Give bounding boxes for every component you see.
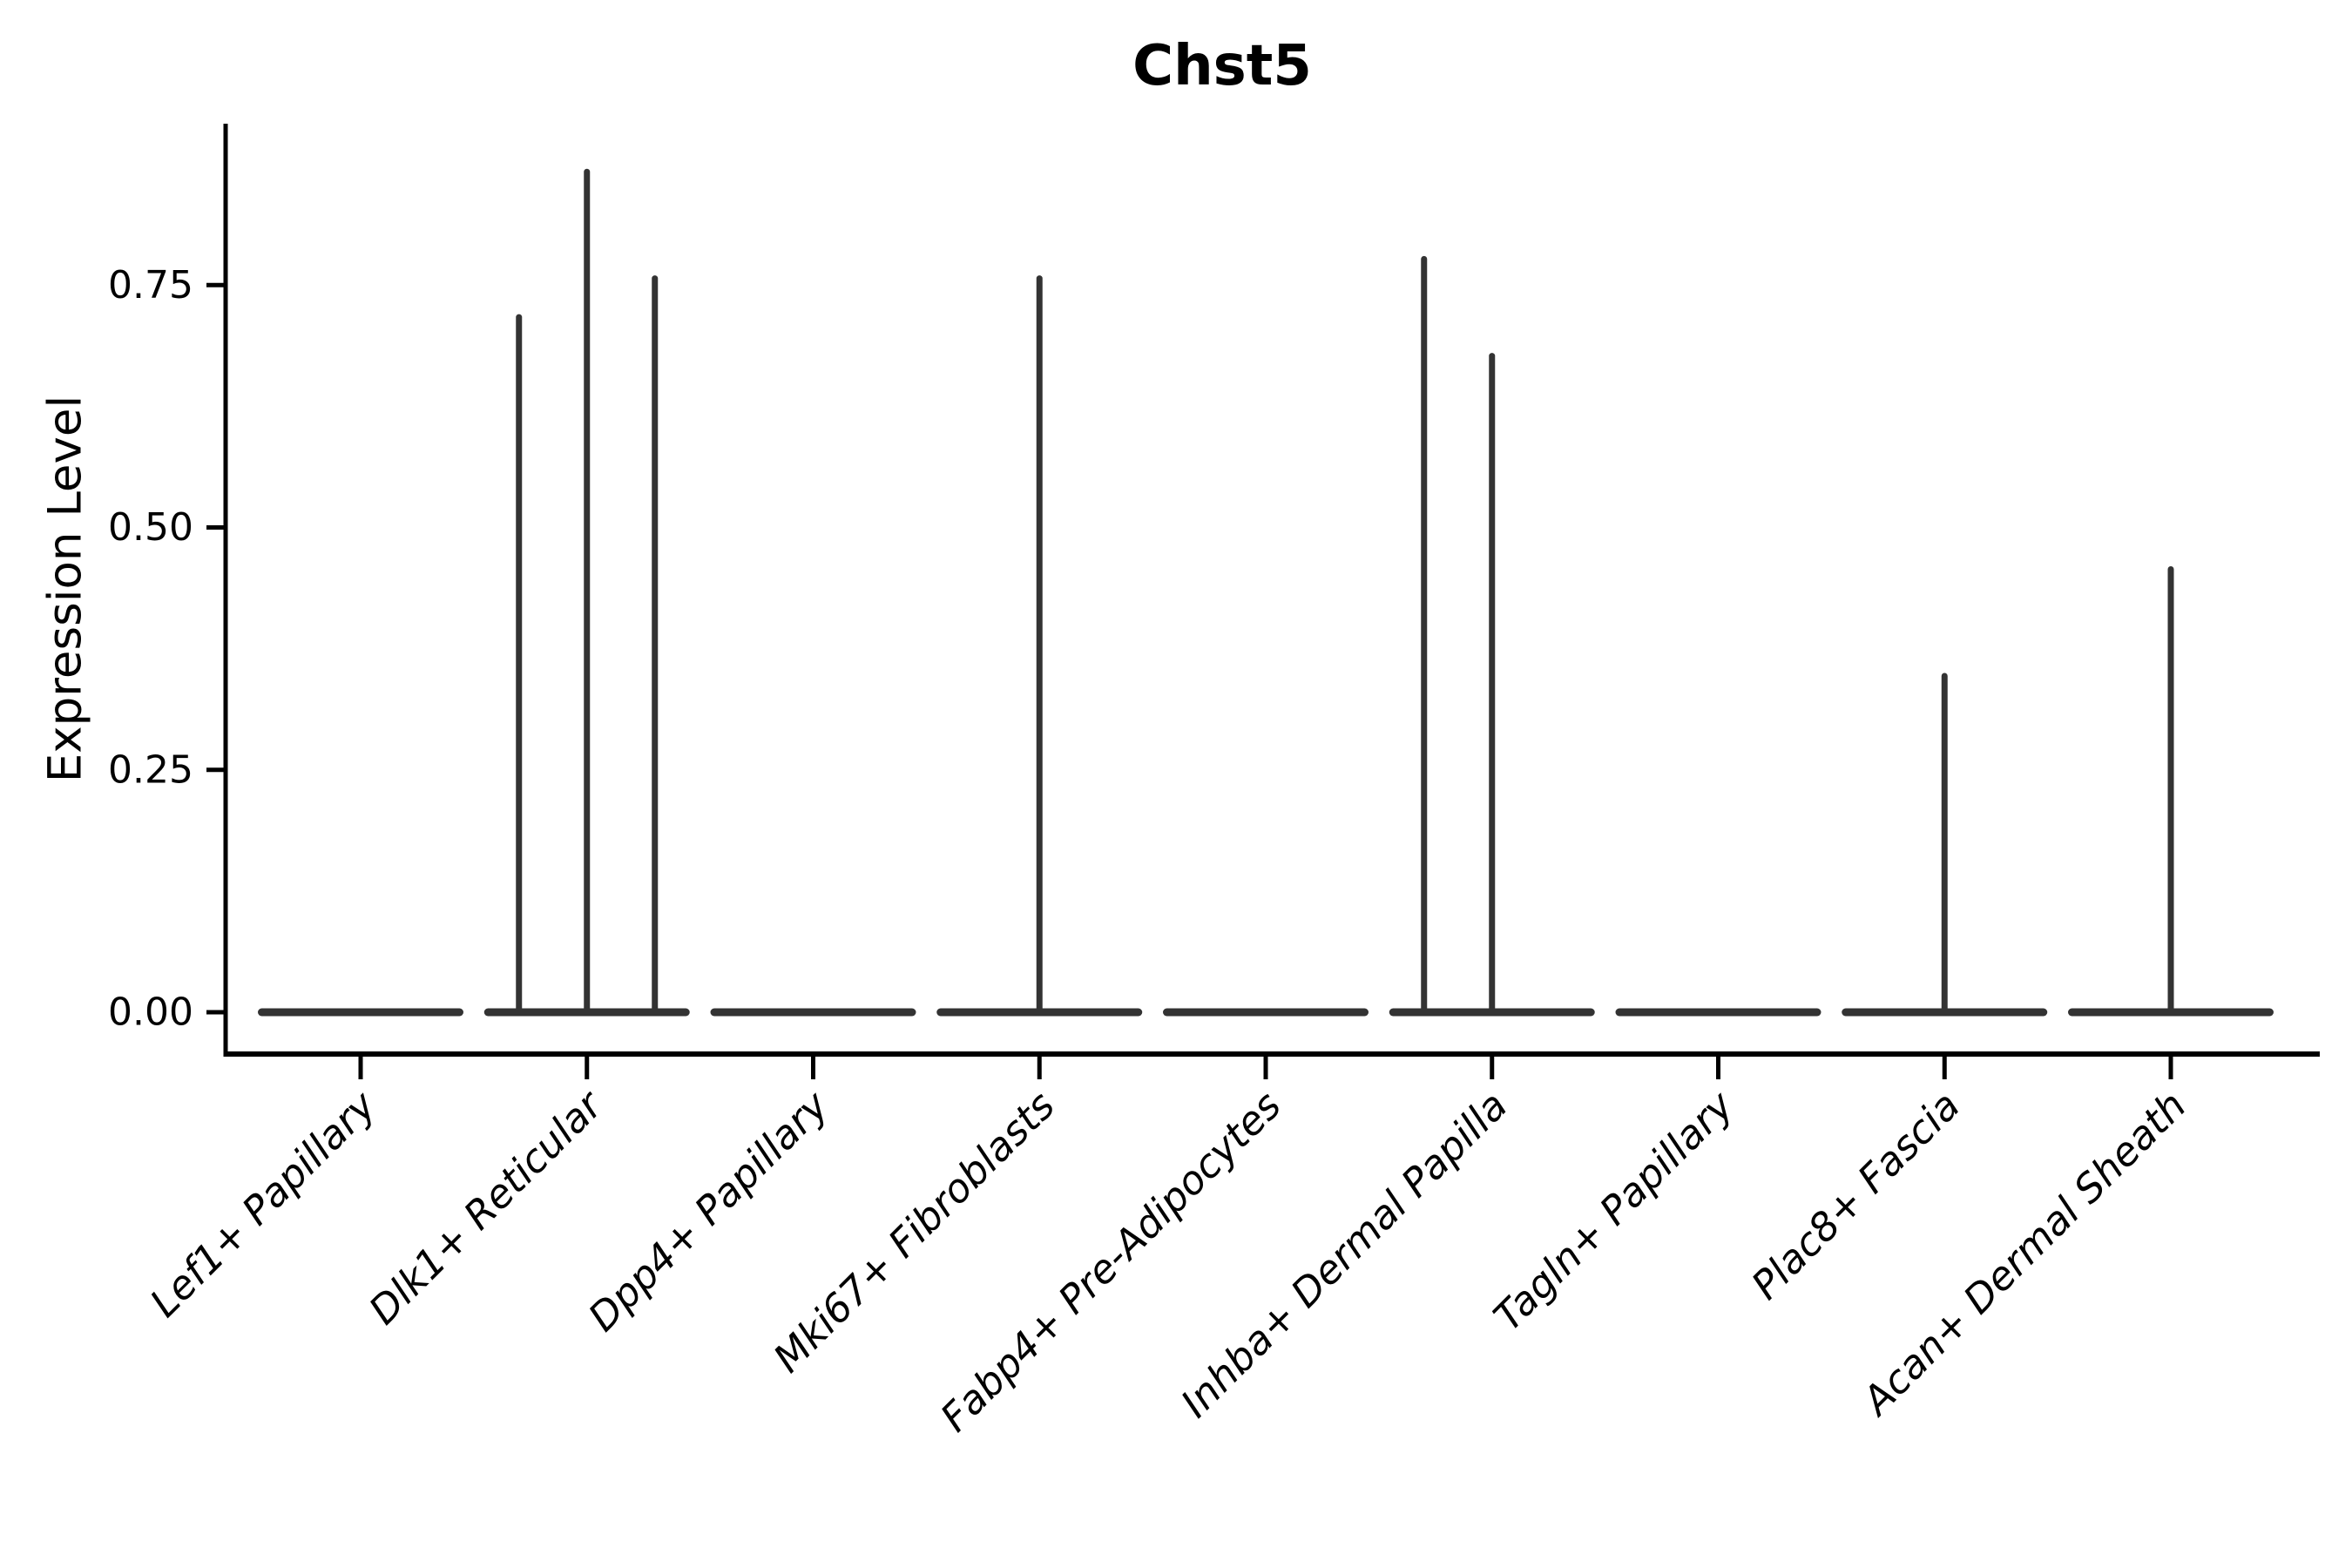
chart-title: Chst5 (1132, 34, 1312, 98)
violin-base (1389, 1008, 1595, 1017)
x-tick-label: Dlk1+ Reticular (360, 1081, 612, 1334)
violin-base (1842, 1008, 2048, 1017)
violin-spike (584, 168, 591, 1014)
x-tick-label: Dpp4+ Papillary (579, 1081, 838, 1340)
x-tick-label: Tagln+ Papillary (1484, 1081, 1743, 1340)
y-tick-label: 0.75 (108, 263, 193, 308)
violin-base (2068, 1008, 2274, 1017)
y-tick-label: 0.25 (108, 747, 193, 792)
violin-base (936, 1008, 1143, 1017)
violin-spike (1036, 275, 1043, 1014)
violin-base (710, 1008, 916, 1017)
violin-spike (652, 275, 659, 1014)
violin-base (483, 1008, 690, 1017)
violin-spike (1941, 672, 1948, 1014)
violin-spike (1421, 255, 1428, 1014)
violin-base (1163, 1008, 1369, 1017)
violin-spike (2167, 566, 2174, 1014)
y-tick-label: 0.00 (108, 990, 193, 1035)
y-axis-label: Expression Level (39, 395, 92, 782)
violin-base (258, 1008, 463, 1017)
violin-base (1615, 1008, 1821, 1017)
x-tick-label: Lef1+ Papillary (141, 1081, 386, 1326)
x-tick-label: Plac8+ Fascia (1742, 1082, 1969, 1308)
violin-spike (516, 314, 523, 1014)
violin-spike (1489, 353, 1496, 1014)
y-tick-label: 0.50 (108, 505, 193, 550)
